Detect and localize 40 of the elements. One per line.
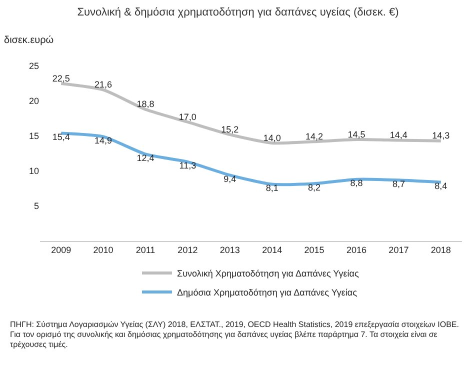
- chart-title: Συνολική & δημόσια χρηματοδότηση για δαπάνες υγείας (δισεκ. €): [77, 6, 399, 19]
- y-tick-label: 15: [28, 131, 39, 142]
- data-label: 8,8: [350, 178, 363, 188]
- x-tick-label: 2018: [430, 244, 451, 255]
- data-label: 22,5: [52, 73, 70, 84]
- x-tick-label: 2012: [178, 244, 198, 255]
- data-label: 21,6: [94, 80, 112, 90]
- data-label: 18,8: [136, 99, 154, 110]
- x-tick-label: 2009: [51, 244, 72, 255]
- text: ΠΗΓΗ: Σύστημα Λογαριασμών Υγείας (ΣΛΥ) 2018, ΕΛΣΤΑΤ., 2019, OECD Health Statistics, 2019 επεξεργασία στοιχείων ΙΟΒΕ. Για τον ορισμό της συνολικής και δημόσιας χρηματοδότησης για δαπάνες υγείας βλέπε παράρτημα 7. Τα στοιχεία είναι σε τρέχουσες τιμές.: [10, 320, 460, 350]
- data-label: 8,2: [308, 182, 321, 192]
- y-tick-label: 20: [28, 96, 39, 106]
- legend-label: Δημόσια Χρηματοδότηση για Δαπάνες Υγείας: [177, 288, 358, 298]
- data-label: 8,4: [434, 180, 448, 191]
- data-label: 14,4: [390, 130, 408, 140]
- x-tick-label: 2017: [388, 244, 409, 255]
- data-label: 8,7: [392, 178, 405, 189]
- x-tick-label: 2011: [136, 244, 156, 255]
- y-axis-title: δισεκ.ευρώ: [4, 35, 54, 46]
- y-tick-label: 25: [28, 61, 39, 72]
- x-tick-label: 2015: [304, 244, 324, 255]
- data-label: 15,2: [221, 124, 239, 134]
- y-tick-label: 10: [28, 166, 39, 176]
- data-label: 12,4: [136, 152, 154, 163]
- data-label: 14,3: [432, 130, 450, 141]
- data-label: 14,5: [348, 129, 366, 140]
- data-label: 15,4: [52, 132, 70, 142]
- data-label: 14,9: [94, 135, 112, 146]
- data-label: 17,0: [178, 112, 196, 122]
- data-label: 14,2: [306, 131, 324, 142]
- data-label: 14,0: [263, 132, 281, 143]
- y-tick-label: 5: [34, 201, 39, 212]
- data-label: 8,1: [266, 183, 278, 194]
- x-tick-label: 2013: [220, 244, 240, 255]
- x-tick-label: 2010: [93, 244, 114, 255]
- x-tick-label: 2016: [346, 244, 367, 255]
- x-tick-label: 2014: [262, 244, 282, 255]
- data-label: 11,3: [179, 160, 196, 171]
- legend-label: Συνολική Χρηματοδότηση για Δαπάνες Υγείας: [177, 268, 360, 279]
- data-label: 9,4: [224, 174, 236, 184]
